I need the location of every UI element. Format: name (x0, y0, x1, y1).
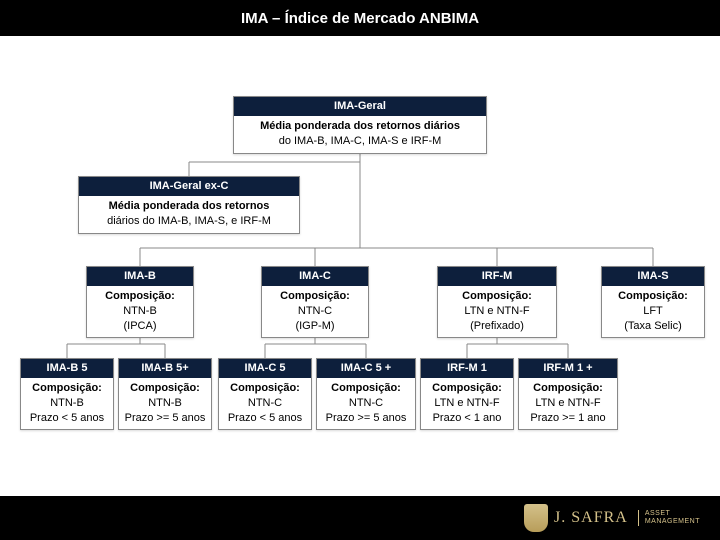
node-irfm1: IRF-M 1 Composição:LTN e NTN-FPrazo < 1 a… (420, 358, 514, 430)
node-imab5p: IMA-B 5+ Composição:NTN-BPrazo >= 5 anos (118, 358, 212, 430)
node-irfm1p: IRF-M 1 + Composição:LTN e NTN-FPrazo >= … (518, 358, 618, 430)
org-chart: IMA-Geral Média ponderada dos retornos di… (0, 36, 720, 496)
node-title: IRF-M (438, 267, 556, 286)
node-imab: IMA-B Composição:NTN-B(IPCA) (86, 266, 194, 338)
node-root: IMA-Geral Média ponderada dos retornos di… (233, 96, 487, 154)
brand-sub: ASSET MANAGEMENT (638, 510, 700, 525)
title-text: IMA – Índice de Mercado ANBIMA (241, 10, 479, 27)
node-line: Composição: (221, 381, 309, 396)
node-line: Prazo < 5 anos (221, 411, 309, 426)
brand-logo: J. SAFRA ASSET MANAGEMENT (524, 504, 700, 532)
node-imas: IMA-S Composição:LFT(Taxa Selic) (601, 266, 705, 338)
node-title: IMA-B 5 (21, 359, 113, 378)
node-line: Composição: (264, 289, 366, 304)
node-line: NTN-B (23, 396, 111, 411)
node-line: Prazo < 5 anos (23, 411, 111, 426)
node-line: Composição: (440, 289, 554, 304)
node-line: NTN-B (89, 304, 191, 319)
node-title: IMA-C 5 (219, 359, 311, 378)
node-title: IMA-Geral ex-C (79, 177, 299, 196)
node-line: NTN-C (319, 396, 413, 411)
node-title: IMA-B (87, 267, 193, 286)
node-title: IMA-C 5 + (317, 359, 415, 378)
node-line: (IGP-M) (264, 319, 366, 334)
node-line: Média ponderada dos retornos (81, 199, 297, 214)
node-line: (Prefixado) (440, 319, 554, 334)
node-exC: IMA-Geral ex-C Média ponderada dos retorn… (78, 176, 300, 234)
node-line: Composição: (319, 381, 413, 396)
node-title: IMA-C (262, 267, 368, 286)
node-line: NTN-C (264, 304, 366, 319)
node-line: Prazo < 1 ano (423, 411, 511, 426)
node-title: IMA-S (602, 267, 704, 286)
node-line: LTN e NTN-F (440, 304, 554, 319)
node-line: Prazo >= 1 ano (521, 411, 615, 426)
node-line: do IMA-B, IMA-C, IMA-S e IRF-M (236, 134, 484, 149)
node-line: Composição: (423, 381, 511, 396)
node-line: Composição: (23, 381, 111, 396)
node-line: Prazo >= 5 anos (319, 411, 413, 426)
crest-icon (524, 504, 548, 532)
node-line: Composição: (121, 381, 209, 396)
node-line: LTN e NTN-F (521, 396, 615, 411)
node-line: Média ponderada dos retornos diários (236, 119, 484, 134)
node-line: LFT (604, 304, 702, 319)
footer: J. SAFRA ASSET MANAGEMENT (0, 496, 720, 540)
node-imab5: IMA-B 5 Composição:NTN-BPrazo < 5 anos (20, 358, 114, 430)
node-line: Composição: (604, 289, 702, 304)
node-imac: IMA-C Composição:NTN-C(IGP-M) (261, 266, 369, 338)
node-line: LTN e NTN-F (423, 396, 511, 411)
node-line: Composição: (89, 289, 191, 304)
node-title: IRF-M 1 + (519, 359, 617, 378)
node-title: IRF-M 1 (421, 359, 513, 378)
node-line: Composição: (521, 381, 615, 396)
node-line: diários do IMA-B, IMA-S, e IRF-M (81, 214, 297, 229)
node-title: IMA-Geral (234, 97, 486, 116)
brand-name: J. SAFRA (554, 509, 628, 527)
node-imac5: IMA-C 5 Composição:NTN-CPrazo < 5 anos (218, 358, 312, 430)
node-line: (IPCA) (89, 319, 191, 334)
page-title: IMA – Índice de Mercado ANBIMA (0, 0, 720, 36)
node-line: (Taxa Selic) (604, 319, 702, 334)
node-line: NTN-B (121, 396, 209, 411)
node-title: IMA-B 5+ (119, 359, 211, 378)
node-irfm: IRF-M Composição:LTN e NTN-F(Prefixado) (437, 266, 557, 338)
node-line: NTN-C (221, 396, 309, 411)
node-line: Prazo >= 5 anos (121, 411, 209, 426)
node-imac5p: IMA-C 5 + Composição:NTN-CPrazo >= 5 anos (316, 358, 416, 430)
